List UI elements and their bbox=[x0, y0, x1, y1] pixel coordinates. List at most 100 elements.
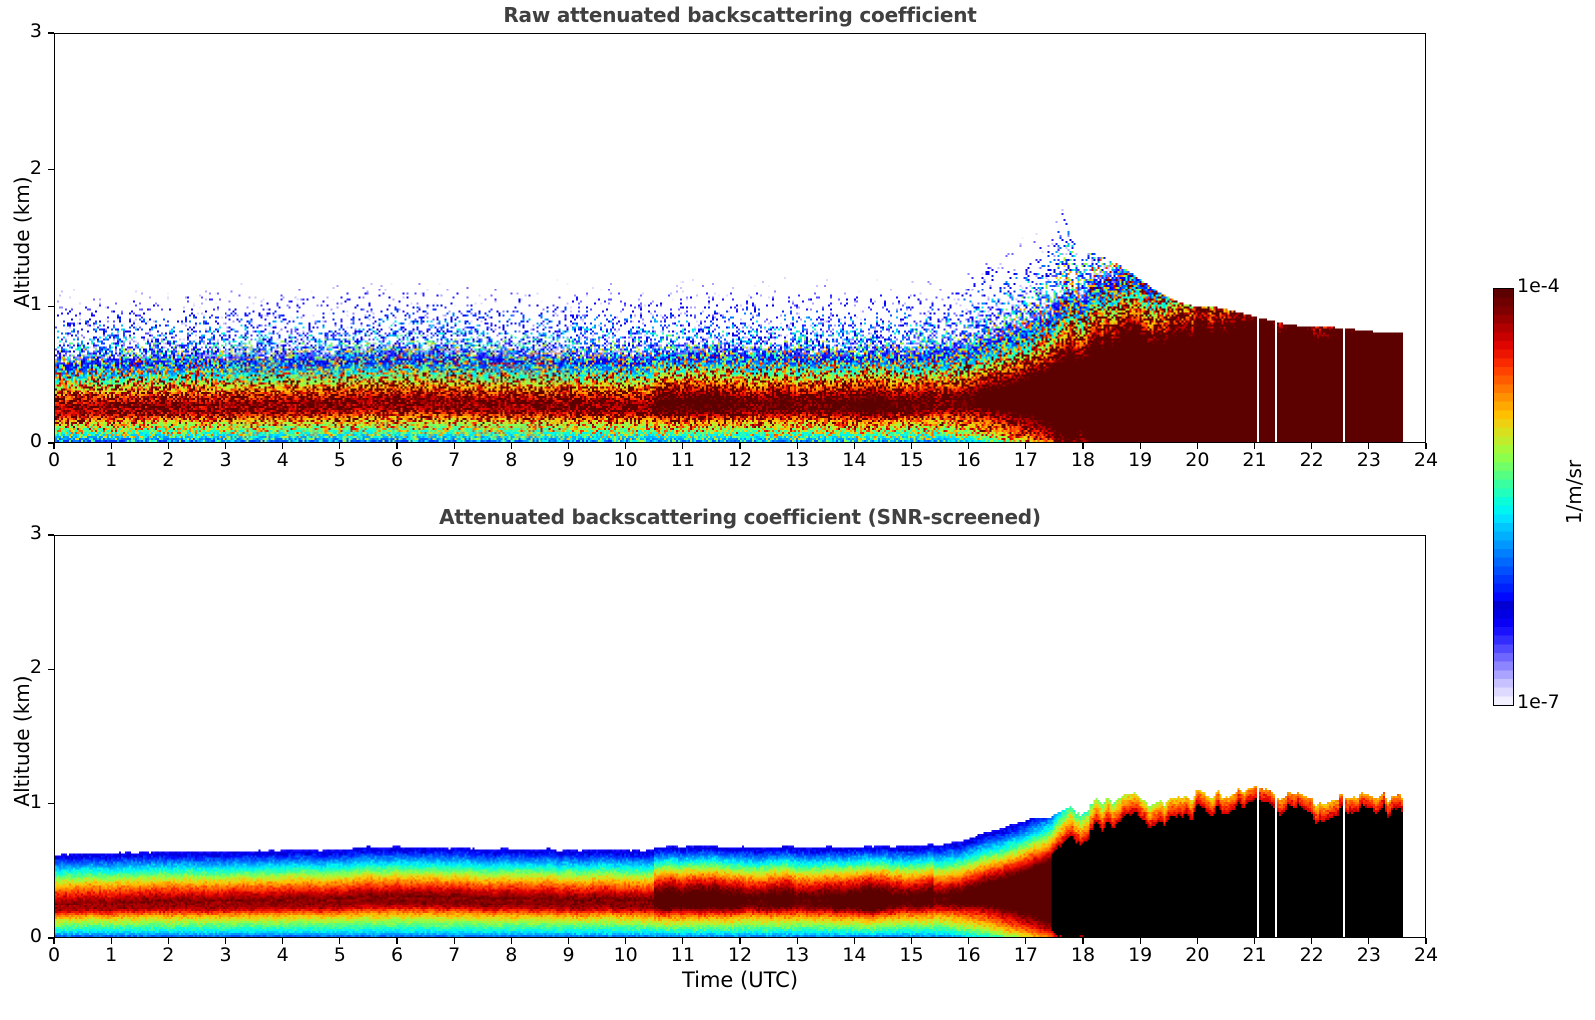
x-tick-label: 14 bbox=[842, 944, 867, 966]
x-tick bbox=[224, 443, 227, 449]
x-tick-label: 19 bbox=[1128, 944, 1153, 966]
x-tick bbox=[1253, 443, 1256, 449]
x-tick bbox=[53, 443, 55, 449]
x-tick bbox=[1311, 443, 1313, 449]
x-tick bbox=[1025, 938, 1027, 944]
x-tick bbox=[796, 938, 798, 944]
y-tick bbox=[48, 442, 54, 444]
x-tick bbox=[339, 938, 341, 944]
x-tick-label: 20 bbox=[1185, 944, 1210, 966]
x-tick bbox=[625, 938, 627, 944]
x-tick-label: 17 bbox=[1013, 449, 1038, 471]
x-tick bbox=[625, 443, 627, 449]
x-tick-label: 7 bbox=[448, 944, 461, 966]
x-tick-label: 11 bbox=[670, 449, 695, 471]
x-tick-label: 23 bbox=[1356, 449, 1381, 471]
x-tick-label: 2 bbox=[162, 944, 175, 966]
panel-title-screened: Attenuated backscattering coefficient (S… bbox=[439, 505, 1041, 529]
y-tick bbox=[48, 534, 54, 536]
x-tick-label: 9 bbox=[562, 449, 575, 471]
x-tick-label: 17 bbox=[1013, 944, 1038, 966]
x-tick bbox=[396, 443, 398, 449]
x-tick-label: 16 bbox=[956, 449, 981, 471]
x-tick bbox=[910, 443, 913, 449]
x-tick-label: 10 bbox=[613, 449, 638, 471]
colorbar[interactable]: 1e-4 1e-7 bbox=[1493, 275, 1560, 713]
x-tick-label: 13 bbox=[785, 944, 810, 966]
x-tick-label: 4 bbox=[276, 944, 289, 966]
x-tick-label: 9 bbox=[562, 944, 575, 966]
x-tick bbox=[282, 443, 284, 449]
heatmap-screened bbox=[55, 536, 1425, 937]
x-tick-label: 18 bbox=[1070, 449, 1096, 471]
x-tick-label: 21 bbox=[1242, 944, 1267, 966]
x-tick bbox=[282, 938, 284, 944]
x-tick bbox=[1082, 443, 1084, 449]
x-tick-label: 16 bbox=[956, 944, 981, 966]
x-tick-label: 1 bbox=[105, 449, 118, 471]
y-tick-label: 0 bbox=[29, 925, 42, 947]
x-tick-label: 6 bbox=[390, 944, 404, 966]
x-tick-label: 18 bbox=[1070, 944, 1096, 966]
y-tick-label: 2 bbox=[29, 656, 42, 679]
x-tick-label: 4 bbox=[276, 449, 289, 471]
x-tick-label: 0 bbox=[47, 944, 61, 966]
x-tick bbox=[453, 938, 455, 944]
y-tick-label: 1 bbox=[29, 293, 42, 316]
y-tick bbox=[48, 937, 54, 939]
x-tick-label: 3 bbox=[219, 449, 232, 471]
x-tick-label: 21 bbox=[1242, 449, 1267, 471]
x-tick bbox=[1368, 938, 1370, 944]
x-tick bbox=[1196, 443, 1198, 449]
x-tick-label: 14 bbox=[842, 449, 867, 471]
x-tick-label: 0 bbox=[47, 449, 61, 471]
x-tick bbox=[510, 443, 512, 449]
x-tick bbox=[1196, 938, 1198, 944]
y-tick bbox=[48, 668, 54, 670]
x-axis-label-time: Time (UTC) bbox=[681, 968, 799, 992]
plot-area-raw[interactable] bbox=[54, 33, 1426, 443]
x-tick bbox=[739, 938, 741, 944]
x-tick bbox=[567, 938, 570, 944]
x-tick bbox=[739, 443, 741, 449]
plot-area-screened[interactable] bbox=[54, 535, 1426, 938]
y-tick bbox=[48, 803, 54, 805]
x-tick bbox=[110, 938, 112, 944]
x-tick bbox=[1425, 443, 1427, 449]
x-tick-label: 24 bbox=[1413, 449, 1439, 471]
x-tick bbox=[1025, 443, 1027, 449]
x-tick-label: 23 bbox=[1356, 944, 1381, 966]
colorbar-gradient bbox=[1493, 288, 1514, 706]
x-tick-label: 11 bbox=[670, 944, 695, 966]
x-tick-label: 19 bbox=[1128, 449, 1153, 471]
x-tick-label: 12 bbox=[727, 944, 753, 966]
y-tick-label: 2 bbox=[29, 156, 42, 179]
x-tick bbox=[567, 443, 570, 449]
x-tick bbox=[339, 443, 341, 449]
heatmap-raw bbox=[55, 34, 1425, 442]
x-tick bbox=[1139, 443, 1141, 449]
x-tick-label: 22 bbox=[1299, 449, 1324, 471]
colorbar-tick-max: 1e-4 bbox=[1517, 275, 1560, 297]
x-tick bbox=[968, 938, 970, 944]
x-tick bbox=[510, 938, 512, 944]
y-tick bbox=[48, 32, 54, 34]
x-tick bbox=[224, 938, 227, 944]
x-tick-label: 24 bbox=[1413, 944, 1439, 966]
colorbar-tick-min: 1e-7 bbox=[1517, 691, 1560, 713]
x-tick-label: 3 bbox=[219, 944, 232, 966]
x-tick-label: 8 bbox=[505, 449, 518, 471]
x-tick bbox=[682, 443, 684, 449]
panel-title-raw: Raw attenuated backscattering coefficien… bbox=[503, 3, 977, 27]
x-tick bbox=[968, 443, 970, 449]
y-tick-label: 3 bbox=[29, 20, 42, 42]
x-tick bbox=[1253, 938, 1256, 944]
x-tick bbox=[53, 938, 55, 944]
x-tick-label: 20 bbox=[1185, 449, 1210, 471]
x-tick bbox=[110, 443, 112, 449]
x-tick bbox=[853, 938, 855, 944]
x-tick bbox=[682, 938, 684, 944]
x-tick-label: 5 bbox=[333, 449, 346, 471]
x-tick bbox=[853, 443, 855, 449]
